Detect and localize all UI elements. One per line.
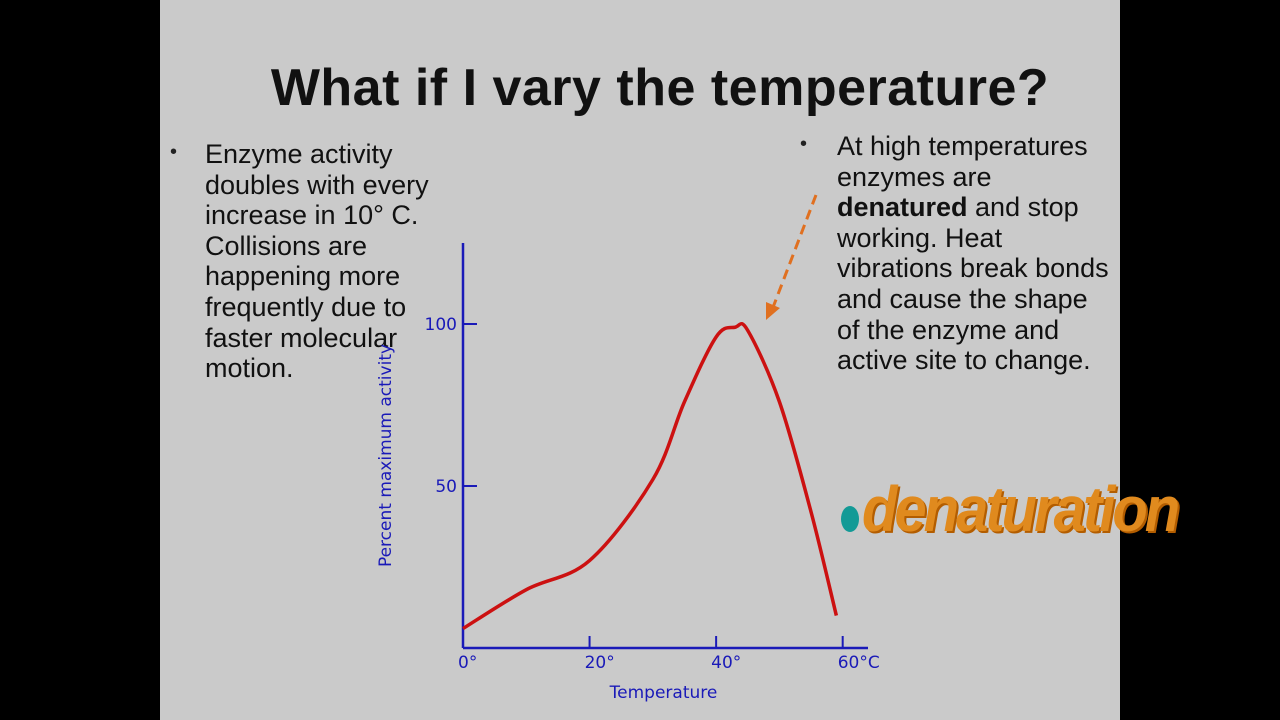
activity-line (462, 321, 839, 631)
word-art: denaturation (862, 473, 1180, 546)
text: At high temperatures enzymes are (837, 131, 1088, 192)
right-bullet: At high temperatures enzymes are denatur… (837, 131, 1112, 376)
x-tick-label: 60°C (838, 653, 880, 673)
slide-title: What if I vary the temperature? (270, 59, 1050, 117)
bullet-dot: • (800, 133, 808, 155)
x-tick-label: 0° (458, 653, 477, 673)
left-bullet: Enzyme activity doubles with every incre… (205, 139, 429, 384)
x-tick-label: 20° (585, 653, 615, 673)
bold-text: denatured (837, 192, 968, 223)
bullet-dot: • (170, 141, 178, 163)
arrow-shaft (770, 194, 818, 311)
arrow-head (766, 302, 780, 320)
x-tick-label: 40° (711, 653, 741, 673)
text: and stop working. Heat vibrations break … (837, 192, 1109, 376)
y-axis-label: Percent maximum activity (376, 344, 396, 567)
x-axis-label: Temperature (609, 683, 718, 703)
y-tick-label: 50 (435, 477, 457, 497)
y-tick-label: 100 (425, 315, 457, 335)
slide: What if I vary the temperature? • Enzyme… (160, 0, 1180, 720)
teal-dot (841, 506, 859, 532)
